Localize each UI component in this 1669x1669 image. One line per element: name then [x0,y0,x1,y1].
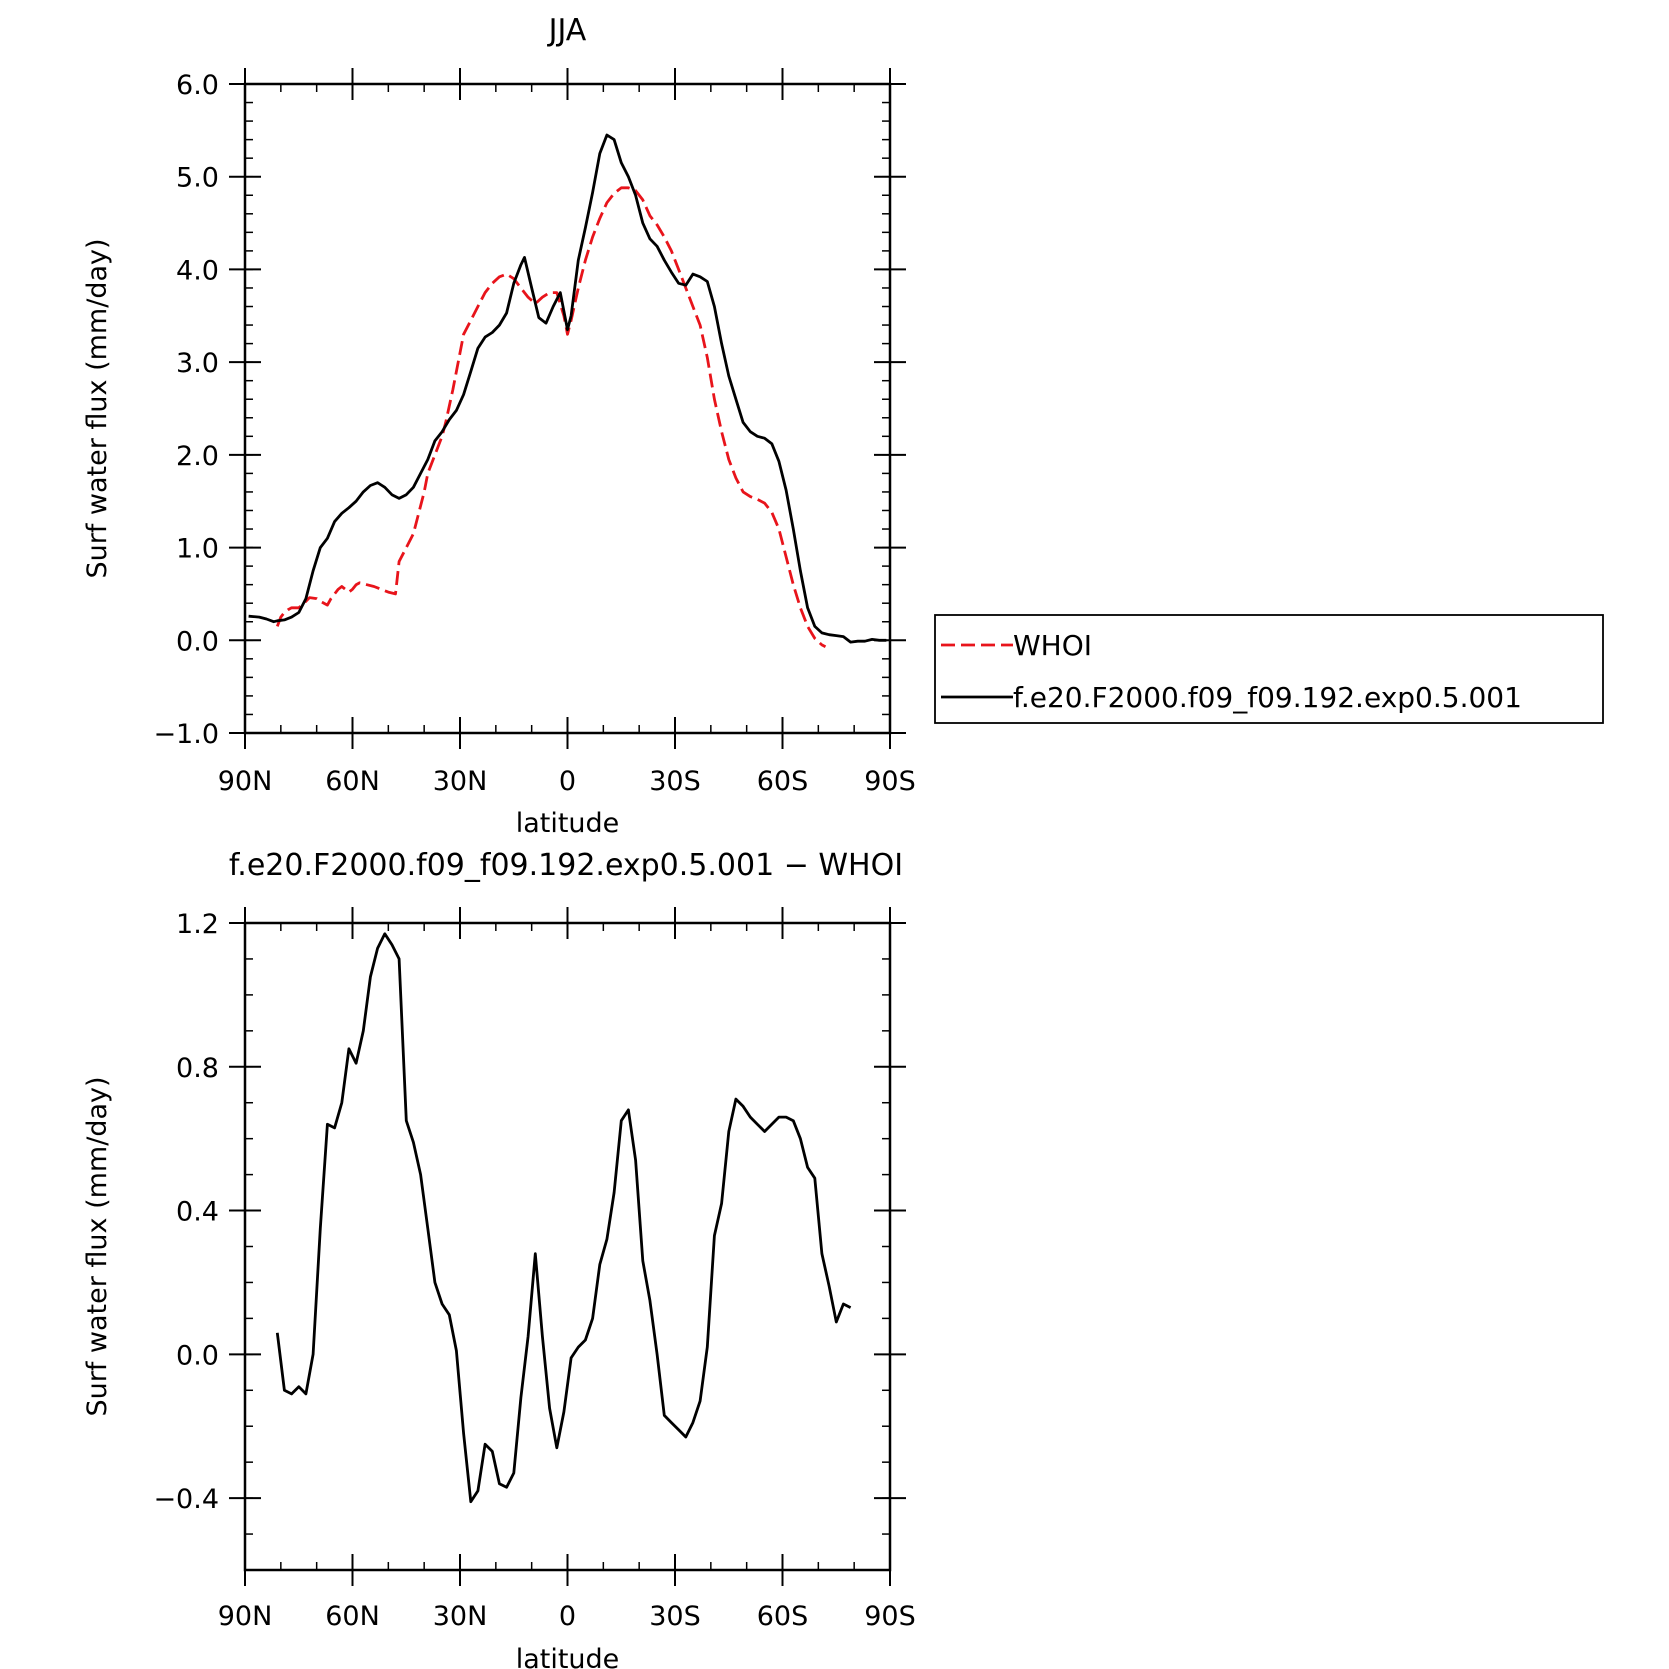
legend-label: WHOI [1013,629,1092,662]
plot-frame [243,82,892,735]
x-tick-label: 60N [325,1601,380,1632]
x-tick-label: 0 [559,1601,576,1632]
top-chart-panel: JJA 6.0 5.0 4.0 3.0 2.0 1.0 0.0 −1.0 90N 60N 30N 0 30… [82,13,1604,839]
y-tick-label: 1.2 [176,909,219,940]
y-tick-label: 5.0 [176,163,219,194]
chart-title: JJA [547,13,587,48]
y-tick-label: 6.0 [176,70,219,101]
x-tick-label: 90S [864,766,916,797]
chart-title: f.e20.F2000.f09_f09.192.exp0.5.001 − WHO… [229,848,903,883]
y-axis-title: Surf water flux (mm/day) [82,238,113,578]
plot-frame [243,921,892,1572]
y-tick-label: 0.0 [176,626,219,657]
x-axis-title: latitude [516,808,620,839]
y-tick-label: 0.8 [176,1053,219,1084]
x-axis-title: latitude [516,1644,620,1669]
x-tick-label: 30S [649,1601,701,1632]
series-line-difference [275,932,852,1504]
legend-box [934,614,1604,724]
x-tick-label: 60S [757,1601,809,1632]
x-tick-label: 30N [433,1601,488,1632]
x-tick-label: 30N [433,766,488,797]
y-tick-label: 0.0 [176,1340,219,1371]
x-tick-label: 60N [325,766,380,797]
x-tick-label: 30S [649,766,701,797]
y-tick-label: 1.0 [176,534,219,565]
y-tick-label: −1.0 [153,719,219,750]
x-tick-label: 0 [559,766,576,797]
y-tick-label: 2.0 [176,441,219,472]
bottom-chart-panel: f.e20.F2000.f09_f09.192.exp0.5.001 − WHO… [82,848,916,1669]
x-tick-label: 90S [864,1601,916,1632]
legend-label: f.e20.F2000.f09_f09.192.exp0.5.001 [1013,681,1522,714]
x-tick-label: 60S [757,766,809,797]
y-tick-label: 3.0 [176,348,219,379]
y-tick-label: 0.4 [176,1197,219,1228]
series-line-f-e20-f2000-f09-f09-192-exp0-5-001 [248,133,887,644]
y-tick-label: −0.4 [153,1484,219,1515]
y-axis-title: Surf water flux (mm/day) [82,1076,113,1416]
x-tick-label: 90N [218,766,273,797]
x-tick-label: 90N [218,1601,273,1632]
series-line-whoi [275,186,827,649]
y-tick-label: 4.0 [176,255,219,286]
